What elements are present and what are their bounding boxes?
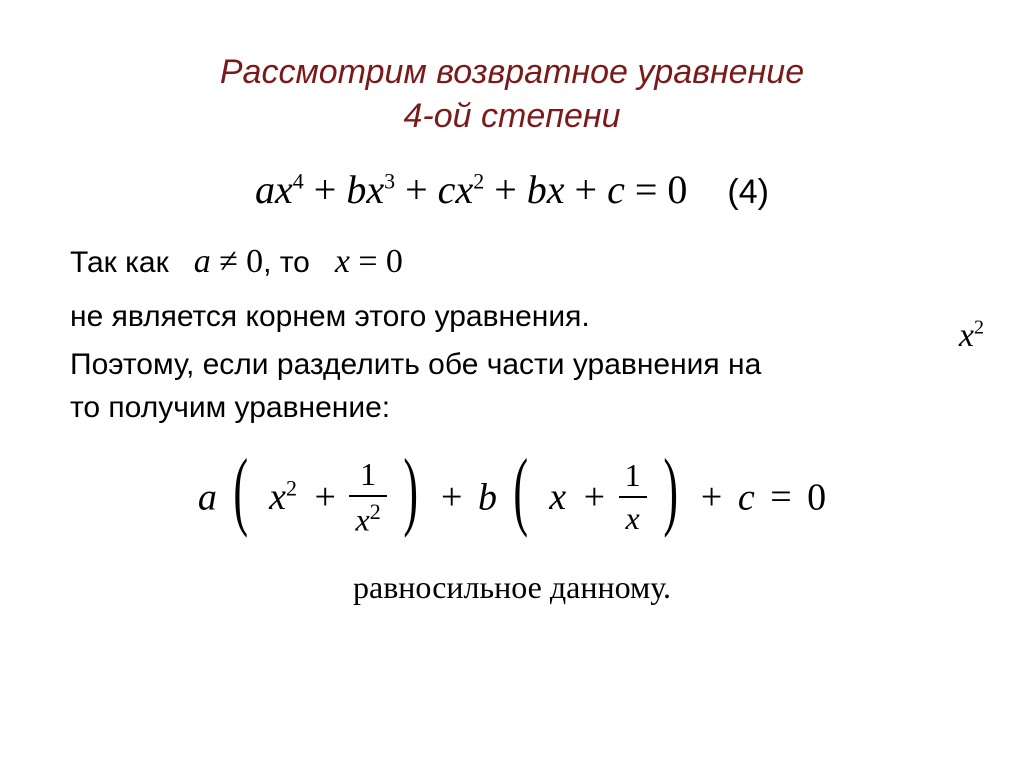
eq-pow4: 4 [293, 169, 304, 194]
text-since-line: Так как a ≠ 0, то x = 0 [70, 243, 964, 281]
xsq-x: x [959, 317, 974, 354]
g2-x: x [549, 475, 566, 519]
text-get: то получим уравнение: [70, 391, 390, 424]
cond1-rhs: 0 [246, 243, 263, 280]
cond2-lhs: x [335, 243, 350, 280]
eq2-plus2: + [701, 476, 722, 518]
text-notroot: не является корнем этого уравнения. [70, 295, 964, 339]
g2-plus: + [584, 475, 605, 519]
eq-plus4: + [575, 167, 608, 212]
eq2-c: c [738, 476, 755, 518]
g1-plus: + [315, 475, 336, 519]
eq2-eq: = [770, 476, 791, 518]
eq-c2: c [607, 167, 625, 212]
eq-x4: x [547, 167, 565, 212]
eq-x1: x [275, 167, 293, 212]
closing-text: равносильное данному. [60, 569, 964, 606]
g1-pow: 2 [286, 476, 297, 501]
xsq-pow: 2 [974, 317, 984, 339]
eq-pow2: 2 [473, 169, 484, 194]
text-since: Так как [70, 246, 169, 279]
eq2-zero: 0 [807, 476, 826, 518]
eq-c: c [438, 167, 456, 212]
g1-frac-num: 1 [349, 456, 386, 495]
cond1-lhs: a [194, 243, 211, 280]
cond2-rhs: 0 [386, 243, 403, 280]
text-then: , то [263, 246, 310, 279]
title-line-1: Рассмотрим возвратное уравнение [220, 53, 804, 91]
equation-result: a ( x2 + 1 x2 ) + b ( x + 1 x ) + c = 0 [60, 456, 964, 539]
cond2-op: = [358, 243, 377, 280]
eq-x2: x [366, 167, 384, 212]
text-divide-b: на [728, 348, 761, 381]
title-line-2: 4-ой степени [404, 97, 621, 135]
eq-b: b [346, 167, 366, 212]
eq2-group1: x2 + 1 x2 [265, 456, 387, 539]
g1-x: x [269, 476, 286, 518]
eq2-a: a [198, 476, 217, 518]
g2-frac-den: x [625, 500, 639, 536]
eq2-plus1: + [441, 476, 462, 518]
eq-x3: x [455, 167, 473, 212]
eq-zero: 0 [667, 167, 687, 212]
eq-a: a [255, 167, 275, 212]
eq-b2: b [527, 167, 547, 212]
g1-frac: 1 x2 [349, 456, 386, 539]
eq-pow3: 3 [384, 169, 395, 194]
eq-plus1: + [314, 167, 347, 212]
text-divide: Поэтому, если разделить обе части уравне… [70, 343, 964, 430]
g1-frac-den-pow: 2 [370, 499, 381, 524]
eq-plus2: + [405, 167, 438, 212]
equation-main: ax4 + bx3 + cx2 + bx + c = 0 (4) [60, 166, 964, 213]
eq2-b: b [478, 476, 497, 518]
eq-eq: = [635, 167, 668, 212]
g1-frac-den: x [355, 502, 369, 538]
equation-number: (4) [727, 173, 769, 211]
eq2-group2: x + 1 x [545, 457, 646, 537]
slide: Рассмотрим возвратное уравнение 4-ой сте… [0, 0, 1024, 767]
slide-title: Рассмотрим возвратное уравнение 4-ой сте… [60, 50, 964, 138]
x-squared-ref: x2 [959, 311, 984, 360]
g2-frac: 1 x [619, 457, 647, 537]
g2-frac-num: 1 [619, 457, 647, 496]
eq-plus3: + [494, 167, 527, 212]
text-divide-a: Поэтому, если разделить обе части уравне… [70, 348, 720, 381]
cond1-op: ≠ [219, 243, 238, 280]
